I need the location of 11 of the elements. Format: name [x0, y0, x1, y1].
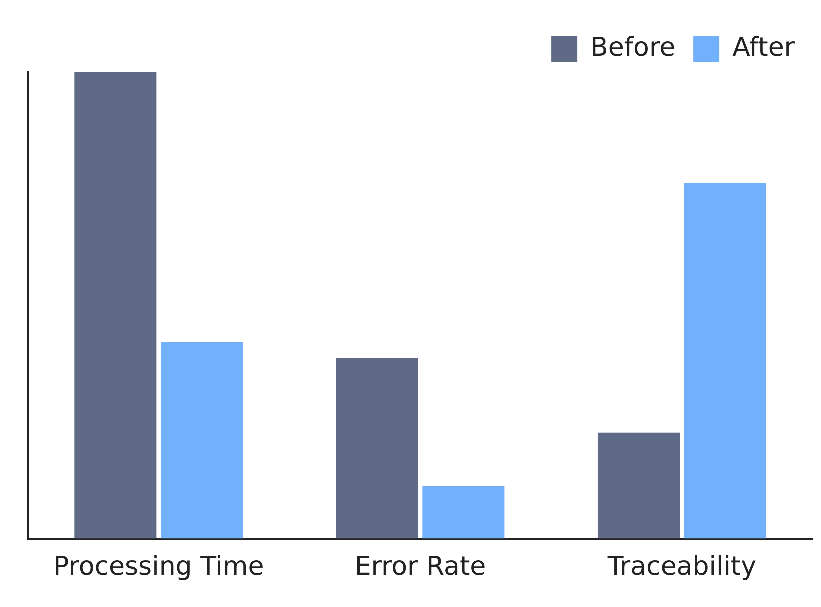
- x-tick-label: Traceability: [606, 552, 757, 582]
- bar: [160, 342, 244, 539]
- bar: [422, 486, 505, 539]
- x-tick-label: Error Rate: [354, 552, 486, 582]
- bar: [598, 432, 680, 539]
- x-tick-label: Processing Time: [53, 552, 264, 582]
- bar: [74, 72, 157, 539]
- bar: [336, 358, 418, 539]
- legend-label: Before: [590, 32, 676, 63]
- bar: [684, 183, 766, 539]
- legend-label: After: [732, 32, 796, 63]
